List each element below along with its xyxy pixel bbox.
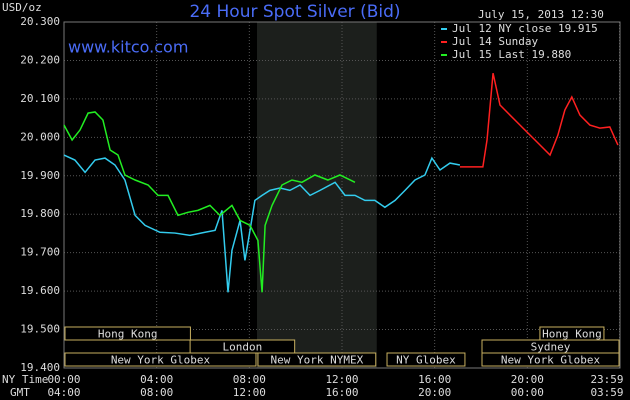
x-tick-label: 00:00 xyxy=(47,373,80,386)
plot-frame xyxy=(63,21,621,369)
source: www.kitco.com xyxy=(68,38,188,57)
x2-tick-label: 08:00 xyxy=(140,386,173,399)
session-box xyxy=(64,326,191,341)
x-tick-label: 16:00 xyxy=(418,373,451,386)
y-tick-label: 19.400 xyxy=(20,361,60,374)
x-tick-label: 20:00 xyxy=(511,373,544,386)
y-tick-label: 19.800 xyxy=(20,207,60,220)
x2-tick-label: 16:00 xyxy=(325,386,358,399)
x2-tick-label: 04:00 xyxy=(47,386,80,399)
price-line xyxy=(459,72,619,168)
x-tick-label: 04:00 xyxy=(140,373,173,386)
shaded-region xyxy=(256,22,377,368)
x2-tick-label: 03:59 xyxy=(590,386,623,399)
timestamp: July 15, 2013 12:30 xyxy=(478,8,604,21)
session-box xyxy=(257,352,377,367)
price-line xyxy=(63,154,461,293)
x-tick-label: 12:00 xyxy=(325,373,358,386)
y-tick-label: 20.100 xyxy=(20,92,60,105)
y-tick-label: 20.200 xyxy=(20,53,60,66)
session-label: New York Globex xyxy=(501,354,601,367)
x-tick-label: 23:59 xyxy=(590,373,623,386)
legend-label: Jul 14 Sunday xyxy=(452,35,538,48)
session-box xyxy=(64,352,257,367)
session-label: NY Globex xyxy=(396,354,456,367)
legend-label: Jul 15 Last 19.880 xyxy=(452,48,571,61)
x2-tick-label: 12:00 xyxy=(233,386,266,399)
y-tick-label: 19.700 xyxy=(20,246,60,259)
chart-title: 24 Hour Spot Silver (Bid) xyxy=(189,2,400,22)
session-label: Hong Kong xyxy=(542,328,602,341)
y-tick-label: 20.300 xyxy=(20,15,60,28)
session-label: New York Globex xyxy=(111,354,211,367)
session-box xyxy=(481,352,620,367)
y-axis-label: USD/oz xyxy=(2,1,42,14)
price-line xyxy=(63,111,356,293)
y-tick-label: 19.500 xyxy=(20,323,60,336)
session-label: Hong Kong xyxy=(98,328,158,341)
session-box xyxy=(386,352,466,367)
x-axis-label: NY Time xyxy=(2,373,48,386)
y-tick-label: 20.000 xyxy=(20,130,60,143)
legend-label: Jul 12 NY close 19.915 xyxy=(452,22,598,35)
session-label: Sydney xyxy=(531,341,571,354)
x2-tick-label: 20:00 xyxy=(418,386,451,399)
y-tick-label: 19.900 xyxy=(20,169,60,182)
session-label: New York NYMEX xyxy=(271,354,364,367)
x2-tick-label: 00:00 xyxy=(511,386,544,399)
x2-axis-label: GMT xyxy=(10,386,30,399)
y-tick-label: 19.600 xyxy=(20,284,60,297)
session-label: London xyxy=(223,341,263,354)
x-tick-label: 08:00 xyxy=(233,373,266,386)
